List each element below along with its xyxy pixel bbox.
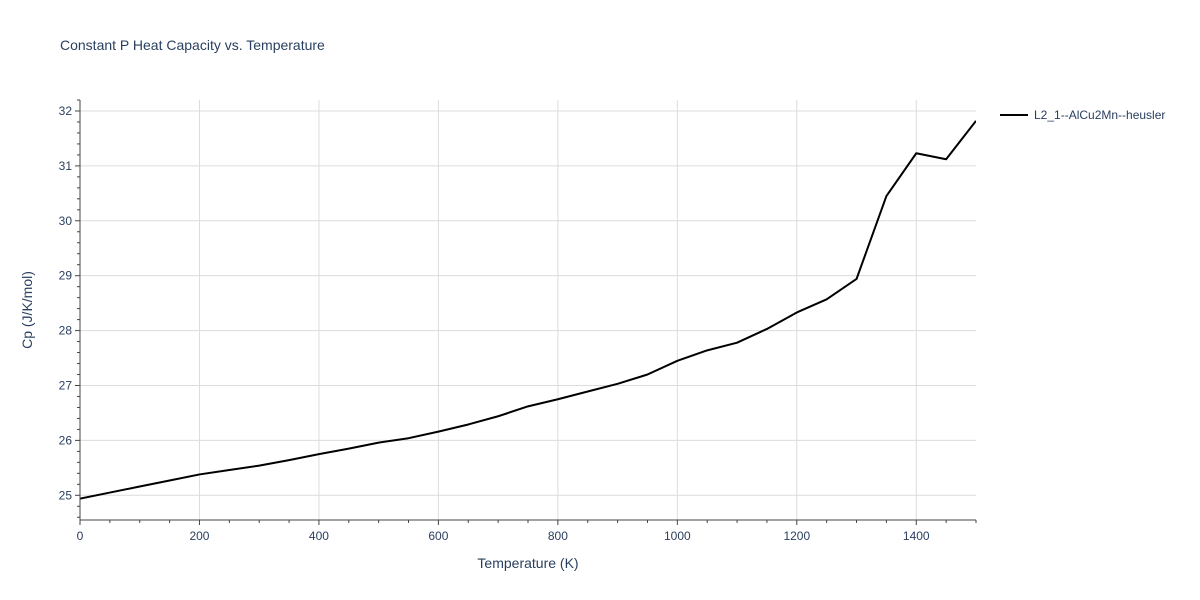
legend[interactable]: L2_1--AlCu2Mn--heusler — [1000, 108, 1165, 122]
x-tick-label: 600 — [428, 529, 448, 543]
series-layer — [80, 120, 976, 500]
series-line-0 — [80, 120, 976, 500]
x-tick-label: 800 — [548, 529, 568, 543]
chart-title: Constant P Heat Capacity vs. Temperature — [60, 37, 325, 53]
x-gridlines — [198, 100, 917, 520]
y-tick-label: 26 — [59, 433, 73, 447]
y-gridlines — [80, 110, 976, 496]
legend-label: L2_1--AlCu2Mn--heusler — [1034, 108, 1165, 122]
x-tick-label: 1200 — [783, 529, 810, 543]
x-tick-label: 0 — [77, 529, 84, 543]
x-axis-title: Temperature (K) — [477, 555, 578, 571]
x-tick-label: 1000 — [664, 529, 691, 543]
y-tick-label: 31 — [59, 159, 73, 173]
x-tick-label: 1400 — [903, 529, 930, 543]
y-tick-label: 25 — [59, 488, 73, 502]
y-tick-label: 29 — [59, 269, 73, 283]
x-axis-ticks: 0 200 400 600 800 1000 1200 1400 — [77, 520, 977, 543]
legend-item[interactable]: L2_1--AlCu2Mn--heusler — [1000, 108, 1165, 122]
y-tick-label: 30 — [59, 214, 73, 228]
y-tick-label: 28 — [59, 324, 73, 338]
x-tick-label: 200 — [189, 529, 209, 543]
x-tick-label: 400 — [309, 529, 329, 543]
y-tick-label: 32 — [59, 104, 73, 118]
y-axis-title: Cp (J/K/mol) — [19, 271, 35, 349]
y-tick-label: 27 — [59, 378, 73, 392]
y-axis-ticks: 25 26 27 28 29 30 31 32 — [59, 99, 80, 518]
